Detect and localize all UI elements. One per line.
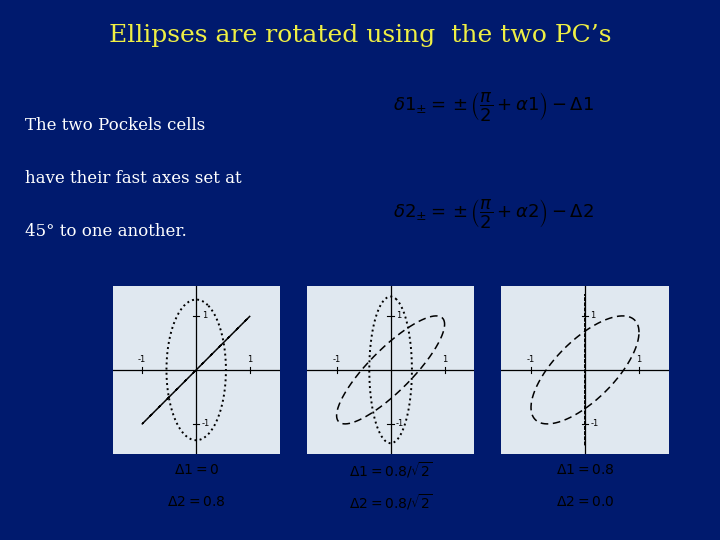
Text: 1: 1 bbox=[636, 355, 642, 364]
Text: $\Delta 2 = 0.8/\sqrt{2}$: $\Delta 2 = 0.8/\sqrt{2}$ bbox=[348, 492, 433, 512]
Text: 1: 1 bbox=[396, 312, 401, 320]
Text: -1: -1 bbox=[396, 420, 404, 428]
Text: 1: 1 bbox=[202, 312, 207, 320]
Text: -1: -1 bbox=[590, 420, 598, 428]
Text: $\Delta 1 = 0$: $\Delta 1 = 0$ bbox=[174, 463, 219, 477]
Text: 45° to one another.: 45° to one another. bbox=[25, 224, 187, 240]
Text: -1: -1 bbox=[138, 355, 146, 364]
Text: -1: -1 bbox=[202, 420, 210, 428]
Text: $\Delta 1 = 0.8$: $\Delta 1 = 0.8$ bbox=[556, 463, 614, 477]
Text: 1: 1 bbox=[590, 312, 595, 320]
Text: $\delta 1_{\pm} = \pm\left(\dfrac{\pi}{2} + \alpha 1\right) - \Delta 1$: $\delta 1_{\pm} = \pm\left(\dfrac{\pi}{2… bbox=[393, 90, 593, 123]
Text: -1: -1 bbox=[527, 355, 535, 364]
Text: -1: -1 bbox=[333, 355, 341, 364]
Text: 1: 1 bbox=[248, 355, 253, 364]
Text: $\Delta 1 = 0.8/\sqrt{2}$: $\Delta 1 = 0.8/\sqrt{2}$ bbox=[348, 460, 433, 480]
Text: $\delta 2_{\pm} = \pm\left(\dfrac{\pi}{2} + \alpha 2\right) - \Delta 2$: $\delta 2_{\pm} = \pm\left(\dfrac{\pi}{2… bbox=[393, 197, 593, 230]
Text: have their fast axes set at: have their fast axes set at bbox=[25, 171, 242, 187]
Text: $\Delta 2 = 0.8$: $\Delta 2 = 0.8$ bbox=[167, 495, 225, 509]
Text: $\Delta 2 = 0.0$: $\Delta 2 = 0.0$ bbox=[556, 495, 614, 509]
Text: 1: 1 bbox=[442, 355, 447, 364]
Text: The two Pockels cells: The two Pockels cells bbox=[25, 117, 206, 134]
Text: Ellipses are rotated using  the two PC’s: Ellipses are rotated using the two PC’s bbox=[109, 24, 611, 48]
